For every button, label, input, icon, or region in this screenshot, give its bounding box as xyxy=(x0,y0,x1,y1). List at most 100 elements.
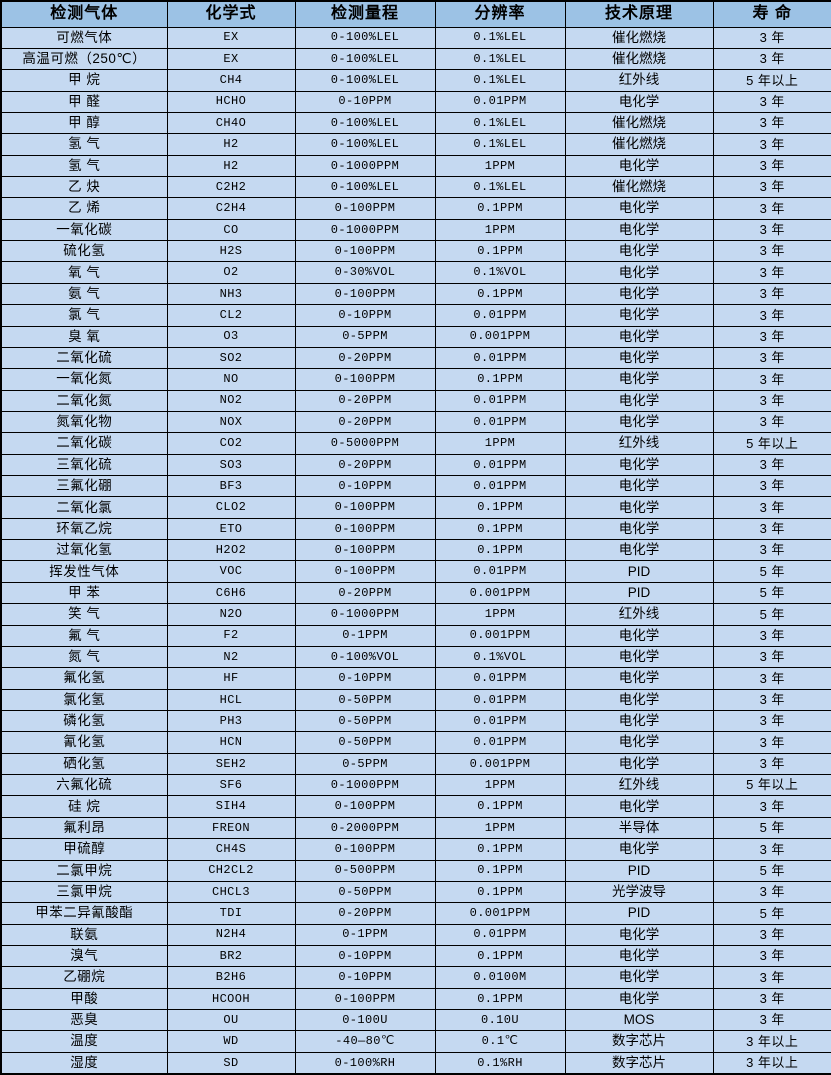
table-row: 三氧化硫 SO3 0-20PPM 0.01PPM 电化学 3 年 xyxy=(0,453,831,477)
cell-formula: HF xyxy=(166,667,296,690)
cell-principle: PID xyxy=(564,859,714,882)
column-header-resolution: 分辨率 xyxy=(434,0,566,28)
cell-formula: SIH4 xyxy=(166,795,296,818)
table-row: 温度 WD -40—80℃ 0.1℃ 数字芯片 3 年以上 xyxy=(0,1030,831,1053)
cell-gas: 乙硼烷 xyxy=(0,966,168,989)
cell-range: 0-100%LEL xyxy=(294,47,436,71)
cell-range: 0-20PPM xyxy=(294,410,436,434)
table-row: 二氧化硫 SO2 0-20PPM 0.01PPM 电化学 3 年 xyxy=(0,346,831,370)
cell-formula: OU xyxy=(166,1009,296,1032)
table-row: 氟化氢 HF 0-10PPM 0.01PPM 电化学 3 年 xyxy=(0,667,831,690)
cell-formula: B2H6 xyxy=(166,966,296,989)
cell-formula: BR2 xyxy=(166,944,296,968)
table-row: 氮氧化物 NOX 0-20PPM 0.01PPM 电化学 3 年 xyxy=(0,410,831,434)
cell-resolution: 0.01PPM xyxy=(434,453,566,477)
cell-range: 0-1PPM xyxy=(294,624,436,647)
cell-gas: 甲酸 xyxy=(0,987,168,1011)
cell-range: 0-100PPM xyxy=(294,496,436,519)
cell-principle: 红外线 xyxy=(564,774,714,797)
cell-formula: CL2 xyxy=(166,304,296,327)
cell-formula: SD xyxy=(166,1051,296,1075)
cell-life: 3 年 xyxy=(712,667,831,690)
cell-resolution: 1PPM xyxy=(434,432,566,455)
cell-range: 0-1PPM xyxy=(294,923,436,946)
cell-gas: 氯化氢 xyxy=(0,688,168,712)
cell-principle: 光学波导 xyxy=(564,880,714,904)
cell-range: 0-20PPM xyxy=(294,453,436,477)
cell-life: 3 年 xyxy=(712,197,831,220)
cell-gas: 湿度 xyxy=(0,1051,168,1075)
table-row: 一氧化氮 NO 0-100PPM 0.1PPM 电化学 3 年 xyxy=(0,368,831,391)
cell-resolution: 0.01PPM xyxy=(434,90,566,113)
cell-resolution: 0.001PPM xyxy=(434,624,566,647)
cell-range: 0-50PPM xyxy=(294,880,436,904)
cell-resolution: 0.01PPM xyxy=(434,731,566,754)
cell-principle: 电化学 xyxy=(564,987,714,1011)
cell-resolution: 0.01PPM xyxy=(434,304,566,327)
cell-life: 5 年以上 xyxy=(712,774,831,797)
cell-gas: 氟化氢 xyxy=(0,667,168,690)
cell-range: 0-1000PPM xyxy=(294,603,436,626)
cell-formula: O3 xyxy=(166,325,296,348)
cell-life: 3 年 xyxy=(712,496,831,519)
cell-range: 0-5PPM xyxy=(294,325,436,348)
cell-life: 3 年 xyxy=(712,26,831,49)
column-header-range: 检测量程 xyxy=(294,0,436,28)
table-row: 甲苯二异氰酸酯 TDI 0-20PPM 0.001PPM PID 5 年 xyxy=(0,902,831,925)
cell-resolution: 0.01PPM xyxy=(434,709,566,733)
cell-resolution: 0.1%LEL xyxy=(434,47,566,71)
cell-life: 3 年以上 xyxy=(712,1051,831,1075)
cell-life: 3 年 xyxy=(712,453,831,477)
cell-formula: HCHO xyxy=(166,90,296,113)
table-row: 三氯甲烷 CHCL3 0-50PPM 0.1PPM 光学波导 3 年 xyxy=(0,880,831,904)
cell-resolution: 0.01PPM xyxy=(434,923,566,946)
cell-range: 0-50PPM xyxy=(294,731,436,754)
cell-gas: 甲 醇 xyxy=(0,111,168,135)
cell-resolution: 1PPM xyxy=(434,154,566,178)
cell-formula: CLO2 xyxy=(166,496,296,519)
cell-formula: ETO xyxy=(166,517,296,541)
cell-principle: 电化学 xyxy=(564,325,714,348)
cell-range: 0-10PPM xyxy=(294,90,436,113)
cell-range: 0-2000PPM xyxy=(294,816,436,840)
cell-resolution: 0.001PPM xyxy=(434,581,566,605)
cell-range: 0-5000PPM xyxy=(294,432,436,455)
cell-range: 0-10PPM xyxy=(294,966,436,989)
cell-gas: 二氯甲烷 xyxy=(0,859,168,882)
cell-formula: SEH2 xyxy=(166,752,296,776)
cell-life: 3 年 xyxy=(712,688,831,712)
cell-resolution: 1PPM xyxy=(434,774,566,797)
cell-principle: 电化学 xyxy=(564,752,714,776)
table-header-row: 检测气体 化学式 检测量程 分辨率 技术原理 寿 命 xyxy=(0,0,831,28)
cell-range: 0-5PPM xyxy=(294,752,436,776)
cell-range: 0-100U xyxy=(294,1009,436,1032)
cell-gas: 氮 气 xyxy=(0,645,168,669)
cell-life: 3 年 xyxy=(712,838,831,861)
cell-gas: 甲 苯 xyxy=(0,581,168,605)
cell-principle: 红外线 xyxy=(564,603,714,626)
cell-resolution: 0.01PPM xyxy=(434,346,566,370)
table-row: 硒化氢 SEH2 0-5PPM 0.001PPM 电化学 3 年 xyxy=(0,752,831,776)
cell-resolution: 0.01PPM xyxy=(434,475,566,498)
cell-gas: 过氧化氢 xyxy=(0,539,168,562)
cell-life: 3 年 xyxy=(712,368,831,391)
cell-resolution: 0.001PPM xyxy=(434,752,566,776)
cell-life: 3 年 xyxy=(712,731,831,754)
cell-range: 0-50PPM xyxy=(294,709,436,733)
cell-gas: 挥发性气体 xyxy=(0,560,168,583)
cell-principle: 数字芯片 xyxy=(564,1030,714,1053)
cell-life: 3 年 xyxy=(712,987,831,1011)
cell-principle: 数字芯片 xyxy=(564,1051,714,1075)
cell-principle: 电化学 xyxy=(564,645,714,669)
cell-principle: 电化学 xyxy=(564,667,714,690)
cell-principle: 电化学 xyxy=(564,795,714,818)
cell-range: 0-100%VOL xyxy=(294,645,436,669)
cell-gas: 硒化氢 xyxy=(0,752,168,776)
table-row: 溴气 BR2 0-10PPM 0.1PPM 电化学 3 年 xyxy=(0,944,831,968)
cell-principle: 电化学 xyxy=(564,282,714,306)
cell-range: 0-50PPM xyxy=(294,688,436,712)
cell-principle: 电化学 xyxy=(564,539,714,562)
cell-gas: 三氯甲烷 xyxy=(0,880,168,904)
cell-formula: HCOOH xyxy=(166,987,296,1011)
cell-resolution: 0.1PPM xyxy=(434,539,566,562)
